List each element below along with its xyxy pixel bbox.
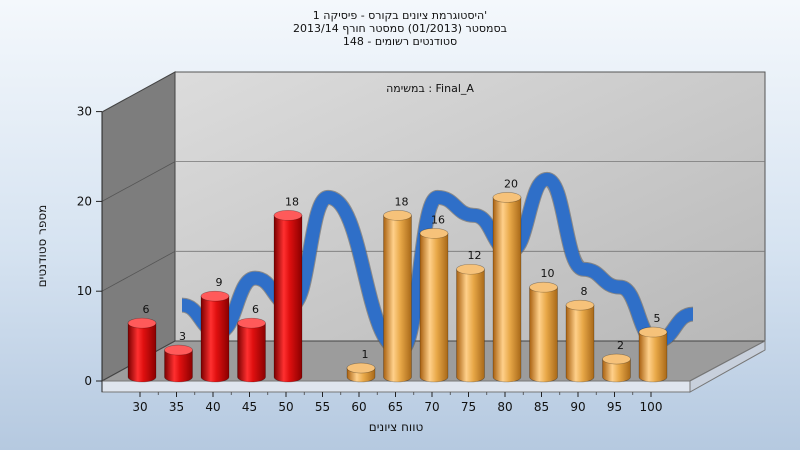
series-ribbon xyxy=(180,172,695,357)
bar-value-label: 5 xyxy=(654,312,661,325)
y-tick-label: 0 xyxy=(84,374,92,388)
y-tick-label: 10 xyxy=(77,284,92,298)
bar-top xyxy=(237,317,266,329)
bar-value-label: 2 xyxy=(617,339,624,352)
x-tick-label: 75 xyxy=(461,400,476,414)
bar-body xyxy=(273,215,303,383)
bar-body xyxy=(529,286,558,383)
bar-value-label: 8 xyxy=(581,285,588,298)
x-tick-label: 85 xyxy=(534,400,549,414)
bar-value-label: 18 xyxy=(285,195,299,208)
bar-top xyxy=(492,192,522,203)
chart-title-line-3: 148 - סטודנטים רשומים xyxy=(342,35,458,48)
bar-value-label: 20 xyxy=(504,177,518,190)
bar-body xyxy=(383,215,412,383)
x-tick-label: 70 xyxy=(424,400,439,414)
gridline-left-20 xyxy=(101,161,176,202)
right-edge xyxy=(689,340,766,393)
bar-90: 8 xyxy=(565,285,595,383)
bar-body xyxy=(127,322,157,383)
bar-top xyxy=(419,228,449,239)
bar-75: 12 xyxy=(456,249,485,383)
bar-65: 18 xyxy=(383,195,412,383)
bar-value-label: 1 xyxy=(362,348,369,361)
floor-front-edge xyxy=(101,380,691,393)
bar-top xyxy=(346,362,376,374)
bar-85: 10 xyxy=(529,267,558,383)
bar-body xyxy=(164,349,193,383)
x-tick-label: 65 xyxy=(388,400,403,414)
bar-top xyxy=(273,210,303,221)
bar-value-label: 10 xyxy=(541,267,555,280)
x-tick-label: 55 xyxy=(315,400,330,414)
bar-body xyxy=(419,233,449,383)
x-tick-label: 95 xyxy=(607,400,622,414)
bar-value-label: 6 xyxy=(143,303,150,316)
bar-60: 1 xyxy=(346,348,376,383)
bar-value-label: 3 xyxy=(179,330,186,343)
x-tick-label: 90 xyxy=(570,400,585,414)
x-tick-label: 80 xyxy=(497,400,512,414)
bar-value-label: 16 xyxy=(431,213,445,226)
bar-top xyxy=(602,353,631,365)
bar-body xyxy=(602,358,631,383)
x-tick-label: 60 xyxy=(351,400,366,414)
chart-title-line-2: בסמסטר (01/2013) סמסטר חורף 2013/14 xyxy=(293,22,507,35)
bar-body xyxy=(237,322,266,383)
bar-value-label: 6 xyxy=(252,303,259,316)
bar-body xyxy=(565,304,595,383)
bar-value-label: 12 xyxy=(468,249,482,262)
x-tick-label: 30 xyxy=(132,400,147,414)
bar-50: 18 xyxy=(273,195,303,383)
bar-100: 5 xyxy=(638,312,668,383)
x-tick-label: 40 xyxy=(205,400,220,414)
bar-body xyxy=(200,295,230,383)
x-axis-title: טווח ציונים xyxy=(369,420,424,434)
x-tick-label: 45 xyxy=(242,400,257,414)
bar-95: 2 xyxy=(602,339,631,383)
x-tick-label: 100 xyxy=(640,400,663,414)
bar-top xyxy=(383,210,412,221)
bar-body xyxy=(492,197,522,383)
chart-title-line-1: היסטוגרמת ציונים בקורס - פיסיקה 1' xyxy=(312,9,488,22)
bar-30: 6 xyxy=(127,303,157,383)
bar-35: 3 xyxy=(164,330,193,383)
y-tick-label: 30 xyxy=(77,105,92,119)
bar-value-label: 9 xyxy=(216,276,223,289)
y-tick-label: 20 xyxy=(77,194,92,208)
bar-top xyxy=(565,299,595,311)
bar-top xyxy=(638,326,668,338)
bar-80: 20 xyxy=(492,177,522,383)
x-tick-label: 50 xyxy=(278,400,293,414)
gridline-left-10 xyxy=(101,250,176,292)
y-axis-title: מספר סטודנטים xyxy=(35,205,49,288)
bar-top xyxy=(456,263,485,275)
bar-40: 9 xyxy=(200,276,230,383)
x-tick-label: 35 xyxy=(169,400,184,414)
bar-top xyxy=(164,344,193,356)
bar-70: 16 xyxy=(419,213,449,383)
bar-top xyxy=(127,317,157,329)
bar-body xyxy=(638,331,668,383)
bar-top xyxy=(529,281,558,293)
bar-45: 6 xyxy=(237,303,266,383)
bar-body xyxy=(456,268,485,383)
bar-value-label: 18 xyxy=(395,195,409,208)
bar-top xyxy=(200,290,230,302)
inner-label: במשימה : Final_A xyxy=(386,82,474,95)
